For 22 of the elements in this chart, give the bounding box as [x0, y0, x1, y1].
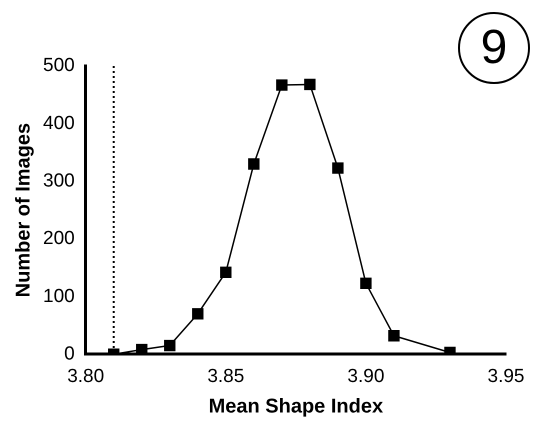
- point: [388, 330, 400, 342]
- point: [192, 308, 204, 320]
- x-tick-label: 3.80: [67, 366, 104, 387]
- y-tick-label: 500: [43, 55, 75, 76]
- y-tick-label: 400: [43, 112, 75, 134]
- y-tick-label: 100: [43, 286, 75, 307]
- point: [360, 278, 372, 290]
- point: [164, 340, 176, 352]
- x-axis-title: Mean Shape Index: [208, 396, 384, 418]
- y-tick-label: 0: [64, 343, 75, 364]
- point: [332, 162, 344, 174]
- x-tick-label: 3.85: [207, 366, 244, 387]
- x-tick-label: 3.95: [488, 366, 524, 387]
- point: [248, 158, 260, 170]
- x-tick-label: 3.90: [347, 366, 384, 387]
- y-axis-title: Number of Images: [12, 122, 35, 298]
- y-tick-label: 200: [43, 228, 75, 250]
- point: [276, 79, 288, 91]
- point: [220, 266, 232, 278]
- annotation: 9: [480, 21, 508, 74]
- point: [304, 78, 316, 90]
- y-tick-label: 300: [43, 170, 75, 192]
